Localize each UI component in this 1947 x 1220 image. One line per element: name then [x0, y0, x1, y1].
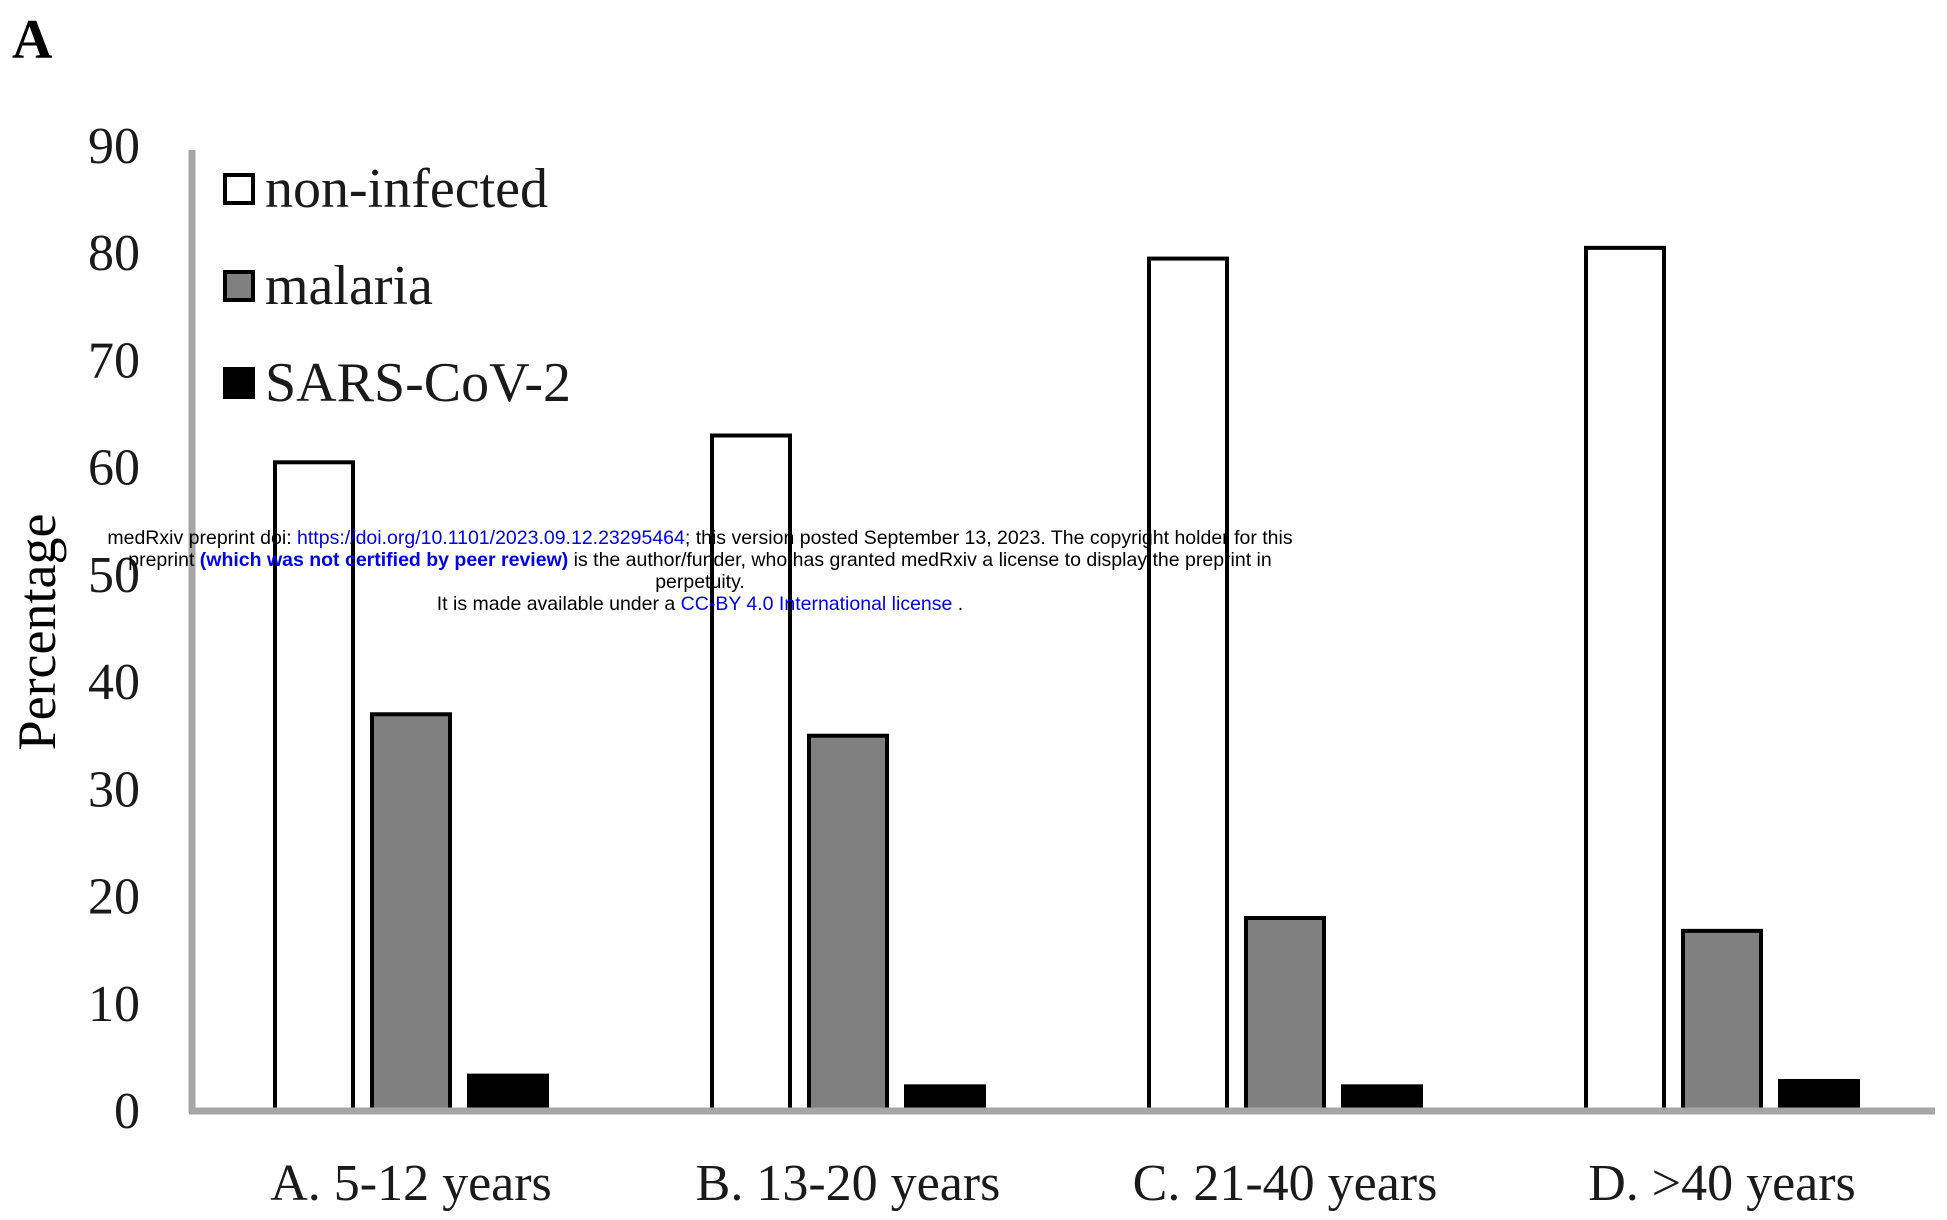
y-tick-label: 0	[114, 1083, 140, 1140]
y-axis-label: Percentage	[7, 514, 67, 751]
bar-sars-cov-2	[904, 1084, 986, 1113]
bar-non-infected	[273, 460, 355, 1113]
panel-label: A	[12, 9, 53, 71]
peer-review-note: (which was not certified by peer review)	[199, 549, 569, 571]
bar-sars-cov-2	[1778, 1078, 1860, 1114]
license-link[interactable]: CC-BY 4.0 International license	[680, 593, 953, 615]
x-category-label: A. 5-12 years	[270, 1155, 552, 1212]
banner-doi-prefix: medRxiv preprint doi:	[107, 527, 298, 549]
bar-sars-cov-2	[467, 1073, 549, 1114]
y-tick-label: 10	[88, 976, 140, 1033]
legend-label: non-infected	[265, 158, 548, 220]
legend-swatch	[223, 270, 255, 302]
legend-label: malaria	[265, 255, 433, 317]
banner-line-3: perpetuity.	[655, 571, 745, 593]
bar-non-infected	[1584, 245, 1666, 1114]
banner-end-text: .	[952, 593, 964, 615]
bar-non-infected	[1147, 256, 1229, 1114]
banner-line-4: It is made available under a CC-BY 4.0 I…	[40, 593, 1360, 615]
y-tick-label: 50	[88, 547, 140, 604]
banner-line-2: preprint (which was not certified by pee…	[40, 549, 1360, 571]
y-tick-label: 70	[88, 332, 140, 389]
banner-license-text: is the author/funder, who has granted me…	[568, 549, 1272, 571]
legend: non-infected malaria SARS-CoV-2	[223, 158, 571, 414]
y-tick-label: 90	[88, 118, 140, 175]
bar-malaria	[370, 712, 452, 1113]
x-axis-categories: A. 5-12 years B. 13-20 years C. 21-40 year…	[270, 1155, 1856, 1212]
y-axis-ticks: 0 10 20 30 40 50 60 70 80 90	[88, 118, 140, 1140]
y-tick-label: 40	[88, 654, 140, 711]
banner-preprint-text: preprint	[128, 549, 200, 571]
preprint-banner: medRxiv preprint doi: https://doi.org/10…	[40, 527, 1360, 615]
banner-line-1: medRxiv preprint doi: https://doi.org/10…	[40, 527, 1360, 549]
x-category-label: C. 21-40 years	[1133, 1155, 1438, 1212]
bar-malaria	[1681, 928, 1763, 1113]
x-category-label: D. >40 years	[1588, 1155, 1856, 1212]
y-tick-label: 20	[88, 869, 140, 926]
x-category-label: B. 13-20 years	[696, 1155, 1001, 1212]
banner-posted-text: ; this version posted September 13, 2023…	[684, 527, 1293, 549]
banner-available-text: It is made available under a	[436, 593, 681, 615]
legend-label: SARS-CoV-2	[265, 352, 571, 414]
bar-sars-cov-2	[1341, 1084, 1423, 1113]
y-tick-label: 60	[88, 440, 140, 497]
bars	[273, 245, 1860, 1114]
legend-swatch	[223, 367, 255, 399]
bar-non-infected	[710, 433, 792, 1113]
legend-swatch	[223, 173, 255, 205]
bar-malaria	[1244, 916, 1326, 1113]
bar-malaria	[807, 733, 889, 1113]
y-tick-label: 80	[88, 225, 140, 282]
y-tick-label: 30	[88, 761, 140, 818]
doi-link[interactable]: https://doi.org/10.1101/2023.09.12.23295…	[297, 527, 685, 549]
